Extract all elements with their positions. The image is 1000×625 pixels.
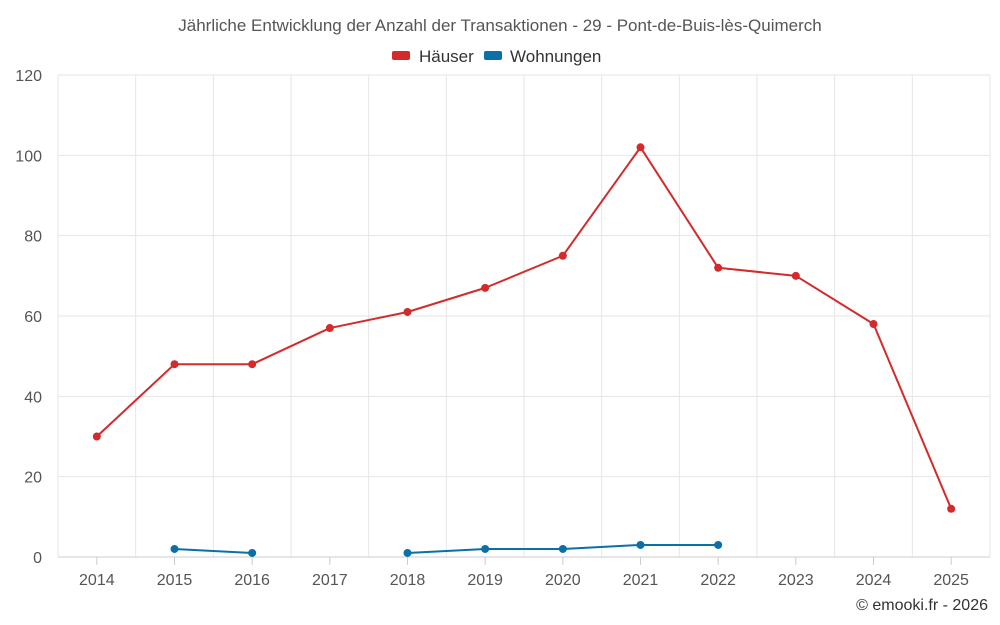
x-tick-label: 2020 — [545, 572, 581, 589]
y-tick-label: 80 — [24, 229, 42, 246]
x-tick-label: 2021 — [623, 572, 659, 589]
data-point-haeuser[interactable] — [636, 143, 645, 152]
data-point-haeuser[interactable] — [869, 320, 878, 329]
legend-label-haeuser: Häuser — [419, 47, 474, 66]
data-point-wohnungen[interactable] — [481, 544, 490, 553]
credit-text: © emooki.fr - 2026 — [856, 597, 988, 614]
x-tick-label: 2017 — [312, 572, 348, 589]
series-line-wohnungen — [174, 547, 253, 554]
data-point-haeuser[interactable] — [481, 283, 490, 292]
y-tick-label: 40 — [24, 389, 42, 406]
series — [92, 143, 956, 557]
legend-item-wohnungen[interactable]: Wohnungen — [484, 47, 601, 66]
data-point-wohnungen[interactable] — [170, 544, 179, 553]
data-point-haeuser[interactable] — [558, 251, 567, 260]
y-tick-label: 20 — [24, 470, 42, 487]
x-tick-label: 2014 — [79, 572, 115, 589]
x-tick-label: 2023 — [778, 572, 814, 589]
data-point-haeuser[interactable] — [170, 360, 179, 369]
legend: Häuser Wohnungen — [392, 47, 601, 66]
data-point-haeuser[interactable] — [947, 504, 956, 513]
y-tick-label: 120 — [15, 68, 42, 85]
y-tick-label: 60 — [24, 309, 42, 326]
legend-label-wohnungen: Wohnungen — [510, 47, 601, 66]
x-tick-label: 2025 — [933, 572, 969, 589]
x-tick-label: 2018 — [390, 572, 426, 589]
series-line-haeuser — [96, 146, 953, 510]
data-point-wohnungen[interactable] — [248, 548, 257, 557]
legend-swatch-wohnungen — [484, 51, 502, 60]
x-tick-label: 2024 — [856, 572, 892, 589]
data-point-haeuser[interactable] — [248, 360, 257, 369]
legend-item-haeuser[interactable]: Häuser — [392, 47, 474, 66]
data-point-wohnungen[interactable] — [714, 540, 723, 549]
grid — [57, 74, 991, 557]
data-point-haeuser[interactable] — [714, 263, 723, 272]
axes: 0 20 40 60 80 100 120 2014 2015 2016 2017 2018 2019 2… — [15, 68, 990, 589]
data-point-haeuser[interactable] — [403, 307, 412, 316]
data-point-haeuser[interactable] — [791, 271, 800, 280]
x-tick-label: 2016 — [234, 572, 270, 589]
legend-swatch-haeuser — [392, 51, 410, 60]
data-point-wohnungen[interactable] — [558, 544, 567, 553]
data-point-haeuser[interactable] — [325, 324, 334, 333]
x-tick-label: 2015 — [157, 572, 193, 589]
x-tick-label: 2022 — [700, 572, 736, 589]
data-point-wohnungen[interactable] — [636, 540, 645, 549]
chart-title: Jährliche Entwicklung der Anzahl der Tra… — [178, 16, 821, 35]
data-point-wohnungen[interactable] — [403, 548, 412, 557]
x-tick-label: 2019 — [467, 572, 503, 589]
y-tick-label: 100 — [15, 148, 42, 165]
data-point-haeuser[interactable] — [92, 432, 101, 441]
series-haeuser — [92, 143, 956, 513]
y-tick-label: 0 — [33, 550, 42, 567]
series-wohnungen — [170, 540, 723, 557]
